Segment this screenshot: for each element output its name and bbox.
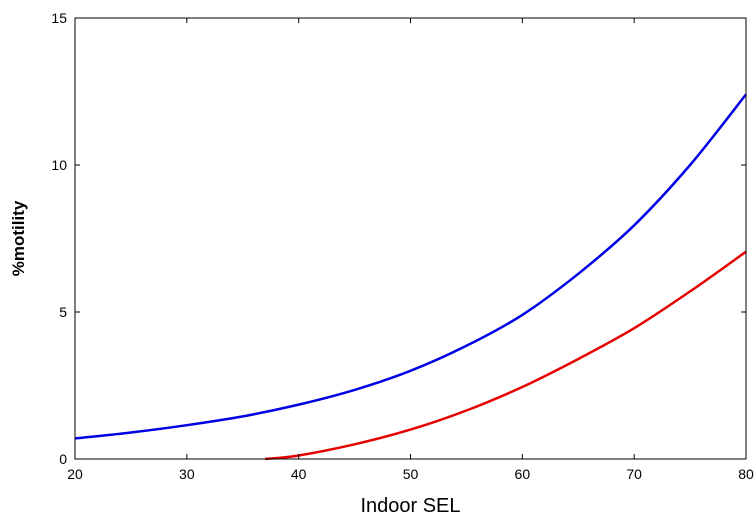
y-tick-label: 0 (59, 451, 67, 467)
x-tick-label: 80 (738, 466, 754, 482)
series-line-red (264, 250, 747, 461)
x-axis-label: Indoor SEL (360, 495, 460, 517)
y-tick-label: 10 (51, 157, 67, 173)
x-tick-label: 60 (515, 466, 531, 482)
y-tick-label: 15 (51, 10, 67, 26)
y-axis-ticks: 0 5 10 15 (51, 10, 746, 467)
x-axis-ticks: 20 30 40 50 60 70 80 (67, 18, 754, 482)
series-line-blue (74, 93, 747, 440)
y-axis-label: %motility (9, 200, 28, 276)
x-tick-label: 30 (179, 466, 195, 482)
x-tick-label: 50 (403, 466, 419, 482)
series-layer (74, 93, 747, 461)
x-tick-label: 20 (67, 466, 83, 482)
x-tick-label: 70 (626, 466, 642, 482)
x-tick-label: 40 (291, 466, 307, 482)
y-tick-label: 5 (59, 304, 67, 320)
